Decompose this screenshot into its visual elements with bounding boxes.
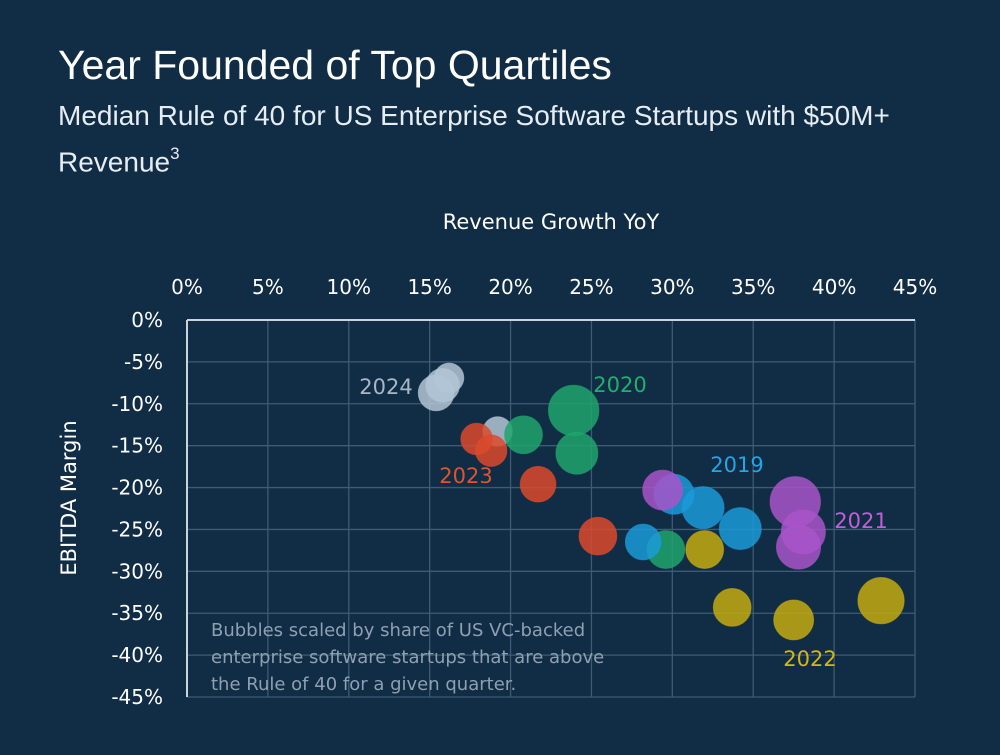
y-axis-title: EBITDA Margin	[57, 420, 81, 575]
chart-subtitle: Median Rule of 40 for US Enterprise Soft…	[58, 96, 938, 182]
bubble-2020	[547, 384, 600, 437]
y-tick-label: -25%	[111, 517, 163, 541]
x-tick-label: 15%	[407, 275, 451, 299]
x-tick-label: 40%	[812, 275, 856, 299]
year-label-2022: 2022	[783, 647, 836, 671]
year-labels: 2024 2020 2023 2019 2021 2022	[359, 373, 887, 671]
year-label-2019: 2019	[710, 453, 763, 477]
footnote-marker: 3	[170, 144, 180, 163]
y-tick-label: -10%	[111, 392, 163, 416]
y-tick-label: -30%	[111, 559, 163, 583]
x-tick-label: 45%	[893, 275, 937, 299]
y-tick-label: -5%	[124, 350, 163, 374]
bubble-2022	[712, 587, 752, 627]
bubble-2019	[681, 486, 725, 530]
bubble-2022	[857, 577, 905, 625]
bubble-2021	[642, 469, 684, 511]
year-label-2023: 2023	[439, 464, 492, 488]
year-label-2024: 2024	[359, 375, 412, 399]
footnote-line: Bubbles scaled by share of US VC-backed	[211, 620, 585, 641]
bubble-2022	[773, 599, 815, 641]
year-label-2020: 2020	[593, 373, 646, 397]
x-tick-label: 20%	[488, 275, 532, 299]
footnote-line: enterprise software startups that are ab…	[211, 647, 604, 668]
bubble-2021	[775, 524, 822, 570]
x-tick-label: 10%	[327, 275, 371, 299]
bubble-2019	[718, 507, 762, 551]
x-tick-label: 25%	[569, 275, 613, 299]
y-tick-label: -20%	[111, 476, 163, 500]
chart-title: Year Founded of Top Quartiles	[58, 42, 612, 88]
bubble-2023	[578, 516, 618, 556]
footnote-line: the Rule of 40 for a given quarter.	[211, 674, 516, 695]
subtitle-text: Median Rule of 40 for US Enterprise Soft…	[58, 100, 890, 178]
bubble-2020	[504, 415, 543, 455]
y-tick-label: -40%	[111, 643, 163, 667]
x-tick-label: 30%	[650, 275, 694, 299]
bubble-2023	[474, 434, 508, 467]
bubble-2020	[555, 431, 599, 475]
bubble-2019	[624, 523, 662, 561]
bubble-2023	[519, 465, 557, 503]
x-tick-label: 35%	[731, 275, 775, 299]
bubble-2022	[685, 530, 725, 569]
footnote: Bubbles scaled by share of US VC-backed e…	[211, 620, 604, 695]
y-tick-label: 0%	[131, 308, 163, 332]
y-tick-label: -15%	[111, 434, 163, 458]
x-axis-title: Revenue Growth YoY	[443, 210, 660, 234]
bubbles	[417, 362, 905, 641]
y-tick-label: -35%	[111, 601, 163, 625]
x-tick-label: 5%	[252, 275, 284, 299]
bubble-2024	[417, 374, 455, 412]
tick-labels: 0% 5% 10% 15% 20% 25% 30% 35% 40% 45% 0% -5% -10% -15…	[111, 275, 937, 709]
x-tick-label: 0%	[171, 275, 203, 299]
y-tick-label: -45%	[111, 685, 163, 709]
year-label-2021: 2021	[834, 509, 887, 533]
